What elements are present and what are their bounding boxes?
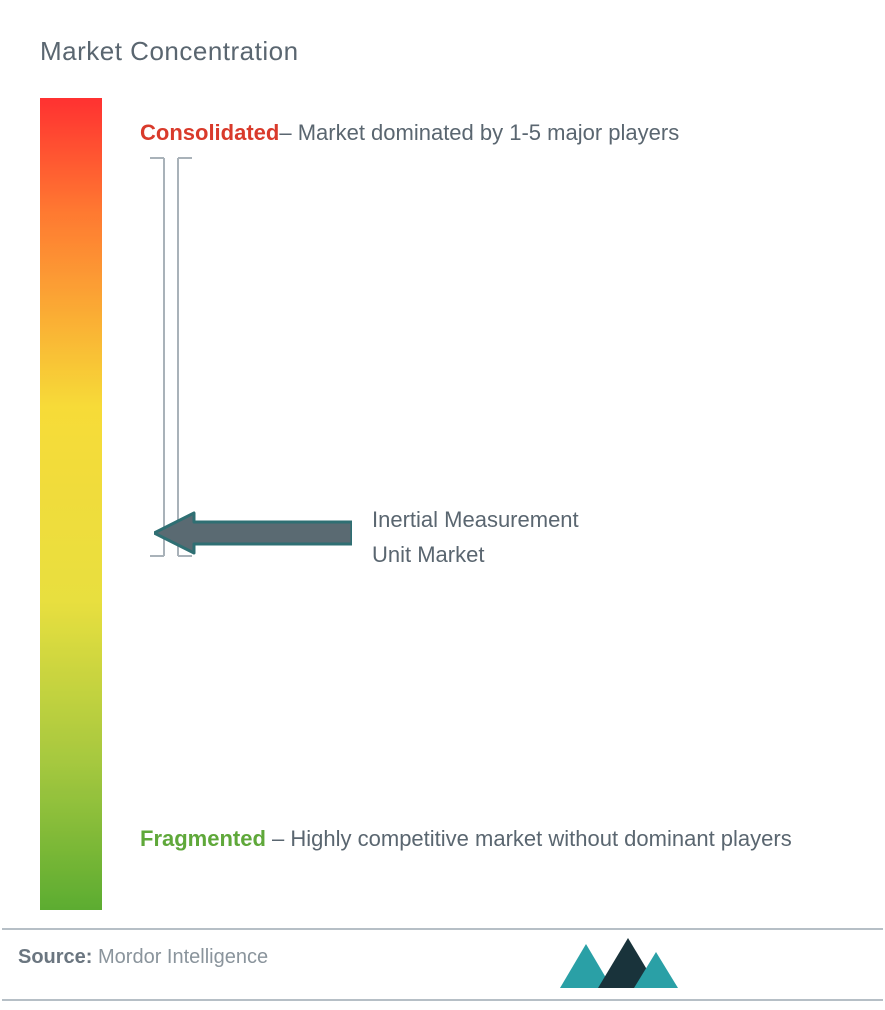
consolidated-strong: Consolidated xyxy=(140,120,279,145)
market-name-line1: Inertial Measurement xyxy=(372,507,579,532)
footer-divider-top xyxy=(2,928,883,930)
concentration-gradient-bar xyxy=(40,98,102,910)
consolidated-rest: – Market dominated by 1-5 major players xyxy=(279,120,679,145)
source-label: Source: xyxy=(18,946,92,968)
source-attribution: Source: Mordor Intelligence xyxy=(18,946,268,969)
market-name-line2: Unit Market xyxy=(372,542,484,567)
fragmented-rest: – Highly competitive market without domi… xyxy=(266,826,792,851)
range-bracket xyxy=(146,152,206,560)
annotations-layer: Consolidated– Market dominated by 1-5 ma… xyxy=(140,98,840,910)
fragmented-strong: Fragmented xyxy=(140,826,266,851)
consolidated-label: Consolidated– Market dominated by 1-5 ma… xyxy=(140,104,800,161)
market-name-label: Inertial Measurement Unit Market xyxy=(372,502,702,572)
arrow-left-icon xyxy=(154,511,352,555)
source-value: Mordor Intelligence xyxy=(92,946,268,968)
footer-divider-bottom xyxy=(2,999,883,1001)
brand-logo-icon xyxy=(556,938,686,990)
fragmented-label: Fragmented – Highly competitive market w… xyxy=(140,810,800,867)
page-title: Market Concentration xyxy=(40,36,299,67)
infographic-container: Market Concentration Consolidated– Marke… xyxy=(0,0,885,1010)
